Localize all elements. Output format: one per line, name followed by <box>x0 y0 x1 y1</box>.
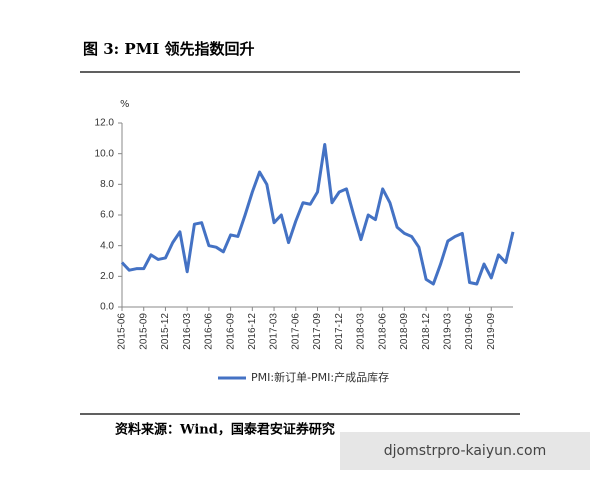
x-tick-label: 2016-03 <box>182 313 193 350</box>
legend-label: PMI:新订单-PMI:产成品库存 <box>251 370 389 384</box>
x-tick-label: 2018-09 <box>399 313 410 350</box>
y-tick-label: 12.0 <box>95 118 115 129</box>
x-tick-label: 2016-06 <box>204 313 215 350</box>
series-line <box>120 142 515 286</box>
x-tick-label: 2018-03 <box>356 313 367 350</box>
page-title: 图 3: PMI 领先指数回升 <box>83 40 255 58</box>
y-tick-label: 0.0 <box>100 302 114 313</box>
x-tick-label: 2017-03 <box>269 313 280 350</box>
x-tick-label: 2015-12 <box>160 313 171 350</box>
x-tick-label: 2019-03 <box>442 313 453 350</box>
y-tick-label: 4.0 <box>100 240 114 251</box>
x-tick-label: 2019-06 <box>464 313 475 350</box>
y-tick-label: 8.0 <box>100 179 114 190</box>
x-tick-label: 2015-09 <box>138 313 149 350</box>
x-tick-label: 2017-06 <box>290 313 301 350</box>
x-tick-label: 2019-09 <box>486 313 497 350</box>
x-tick-label: 2017-12 <box>334 313 345 350</box>
y-tick-label: 2.0 <box>100 271 114 282</box>
y-unit: % <box>120 99 130 110</box>
x-tick-label: 2015-06 <box>117 313 128 350</box>
x-tick-label: 2017-09 <box>312 313 323 350</box>
source-note: 资料来源：Wind，国泰君安证券研究 <box>115 422 335 438</box>
x-tick-label: 2016-09 <box>225 313 236 350</box>
watermark: djomstrpro-kaiyun.com <box>384 443 546 459</box>
x-tick-label: 2016-12 <box>247 313 258 350</box>
y-tick-label: 6.0 <box>100 210 114 221</box>
watermark-box <box>340 432 590 470</box>
x-tick-label: 2018-12 <box>421 313 432 350</box>
x-tick-label: 2018-06 <box>377 313 388 350</box>
y-tick-label: 10.0 <box>95 148 115 159</box>
